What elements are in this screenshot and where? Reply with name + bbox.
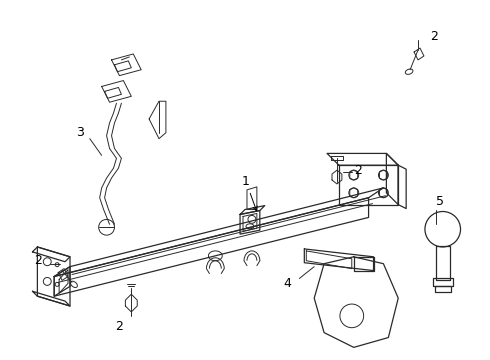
Text: 5: 5 [436, 195, 444, 208]
Text: 4: 4 [284, 277, 292, 290]
Text: 3: 3 [76, 126, 84, 139]
Text: 2: 2 [34, 254, 42, 267]
Text: 2: 2 [430, 30, 438, 43]
Text: 2: 2 [354, 164, 362, 177]
Text: 1: 1 [242, 175, 257, 211]
Text: 2: 2 [116, 320, 123, 333]
